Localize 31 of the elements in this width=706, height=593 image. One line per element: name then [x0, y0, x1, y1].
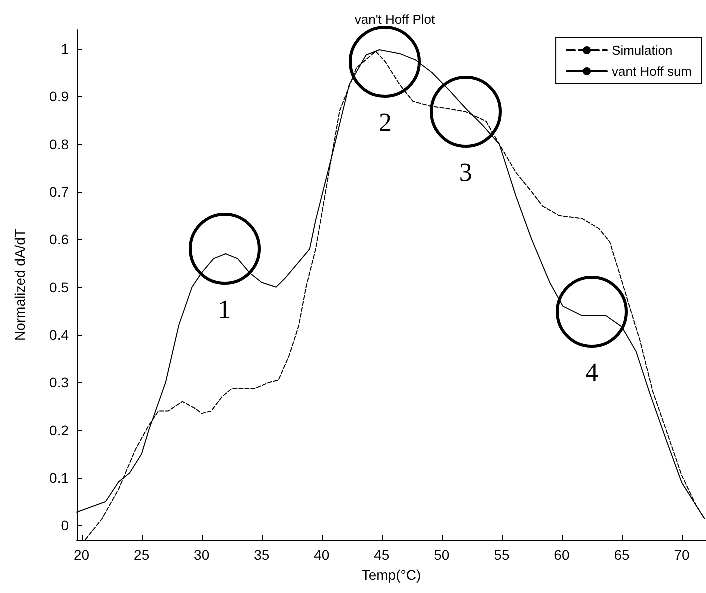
- y-tick-label: 0.5: [50, 279, 70, 296]
- x-tick-label: 55: [494, 547, 510, 563]
- x-tick-label: 70: [674, 547, 690, 563]
- x-tick-label: 50: [434, 547, 450, 563]
- annotation: 4: [584, 358, 600, 388]
- x-tick-label: 60: [554, 547, 570, 563]
- x-tick-label: 30: [194, 547, 210, 563]
- annotation: 2: [378, 108, 393, 138]
- x-tick-label: 45: [374, 547, 390, 563]
- x-axis-title: Temp(°C): [362, 567, 422, 583]
- y-tick-label: 0.4: [50, 327, 70, 344]
- y-tick-label: 1: [61, 41, 70, 58]
- y-tick-label: 0: [61, 518, 70, 534]
- x-tick-label: 20: [74, 547, 90, 563]
- x-tick-label: 65: [614, 547, 630, 563]
- y-tick-label: 0.6: [50, 232, 70, 248]
- legend-label: Simulation: [612, 43, 673, 58]
- x-tick-label: 40: [314, 547, 330, 563]
- x-tick-label: 35: [254, 547, 270, 563]
- annotation: 3: [458, 158, 474, 188]
- y-tick-label: 0.3: [50, 374, 70, 391]
- legend-label: vant Hoff sum: [612, 64, 692, 79]
- x-tick-label: 25: [134, 547, 150, 563]
- y-tick-label: 0.8: [50, 136, 70, 152]
- y-tick-label: 0.9: [50, 88, 70, 105]
- annotation: 1: [217, 295, 232, 326]
- y-tick-label: 0.1: [50, 470, 70, 486]
- y-tick-label: 0.7: [50, 184, 70, 200]
- y-axis-title: Normalized dA/dT: [12, 228, 28, 342]
- chart-title: van't Hoff Plot: [354, 12, 436, 27]
- y-tick-label: 0.2: [50, 422, 70, 438]
